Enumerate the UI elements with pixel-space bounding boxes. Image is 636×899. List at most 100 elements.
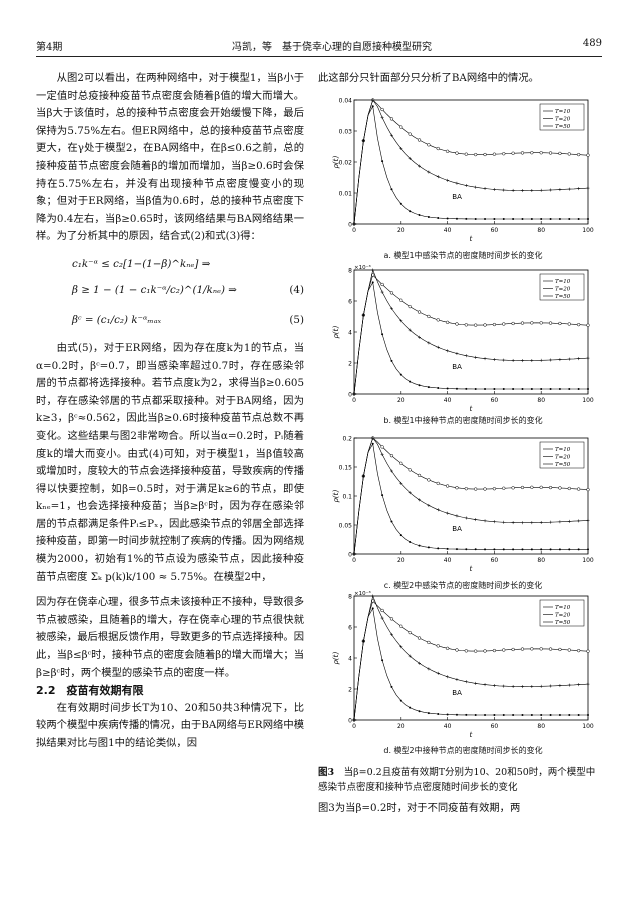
series-marker-3 xyxy=(512,714,515,717)
series-marker-3 xyxy=(558,388,561,391)
series-marker-2 xyxy=(427,341,431,345)
series-line-3 xyxy=(353,607,588,721)
x-tick-label: 80 xyxy=(537,723,545,730)
series-marker-2 xyxy=(389,306,393,310)
series-marker-3 xyxy=(381,160,384,163)
series-marker-1 xyxy=(417,636,422,640)
network-label: BA xyxy=(452,363,462,371)
series-marker-3 xyxy=(446,547,449,550)
series-marker-2 xyxy=(399,146,403,150)
legend-entry: T=20 xyxy=(555,613,571,619)
paragraph-2: 由式(5)，对于ER网络，因为存在度k为1的节点，当α=0.2时，βᶜ=0.7，… xyxy=(36,341,304,583)
x-tick-label: 40 xyxy=(444,397,452,404)
header-title: 冯凯，等 基于侥幸心理的自愿接种模型研究 xyxy=(232,42,432,53)
series-marker-2 xyxy=(427,503,431,507)
series-marker-3 xyxy=(455,713,458,716)
series-marker-3 xyxy=(549,218,552,221)
series-marker-3 xyxy=(549,714,552,717)
series-marker-1 xyxy=(445,320,450,324)
x-tick-label: 100 xyxy=(582,557,594,564)
series-marker-3 xyxy=(418,544,421,547)
figure-panel-1-plot: 0.04 0.03 0.02 0.01 00 20 40 60 80 100 t ρ(t) T=10 T=… xyxy=(332,98,594,243)
series-marker-1 xyxy=(408,132,412,136)
series-marker-2 xyxy=(418,335,422,339)
figure-3-caption: 图3 当β=0.2且疫苗有效期T分别为10、20和50时，两个模型中感染节点密度… xyxy=(318,765,604,795)
series-marker-2 xyxy=(427,170,431,174)
series-marker-3 xyxy=(353,393,355,395)
series-marker-1 xyxy=(548,321,553,325)
y-tick-label: 0 xyxy=(348,222,352,229)
series-marker-3 xyxy=(437,216,440,219)
series-marker-1 xyxy=(530,321,534,325)
x-tick-label: 60 xyxy=(491,227,499,234)
panel-caption-2: b. 模型1中接种节点的密度随时间步长的变化 xyxy=(383,416,543,425)
legend-box xyxy=(539,441,585,469)
series-marker-1 xyxy=(474,649,478,653)
series-marker-3 xyxy=(521,548,524,551)
series-marker-3 xyxy=(484,218,487,221)
series-marker-2 xyxy=(380,453,384,457)
running-header: 第4期 冯凯，等 基于侥幸心理的自愿接种模型研究 489 xyxy=(36,38,602,54)
legend-entry: T=10 xyxy=(555,447,571,453)
series-marker-3 xyxy=(362,640,365,643)
series-marker-3 xyxy=(474,713,477,716)
series-marker-3 xyxy=(493,218,496,221)
series-marker-1 xyxy=(389,454,394,458)
series-marker-2 xyxy=(577,519,581,523)
series-marker-3 xyxy=(427,386,430,389)
series-marker-3 xyxy=(427,215,430,218)
series-marker-3 xyxy=(362,475,365,478)
series-marker-3 xyxy=(549,388,552,391)
series-marker-1 xyxy=(586,323,590,327)
series-marker-2 xyxy=(399,645,403,649)
series-marker-1 xyxy=(445,484,450,488)
series-line-2 xyxy=(353,268,589,395)
series-marker-3 xyxy=(437,713,440,716)
series-marker-3 xyxy=(381,333,384,336)
series-marker-2 xyxy=(483,187,487,191)
series-marker-3 xyxy=(521,714,524,717)
series-marker-1 xyxy=(408,468,412,472)
series-marker-1 xyxy=(511,647,515,652)
y-tick-label: 0.02 xyxy=(339,160,353,167)
series-marker-3 xyxy=(587,388,589,391)
y-tick-label: 4 xyxy=(348,656,352,663)
x-tick-label: 0 xyxy=(352,557,356,564)
x-tick-label: 40 xyxy=(444,227,452,234)
series-marker-2 xyxy=(520,521,524,525)
series-marker-2 xyxy=(474,185,478,189)
series-marker-1 xyxy=(539,485,543,489)
right-intro: 此这部分只针面部分只分析了BA网络中的情况。 xyxy=(318,72,539,84)
series-marker-2 xyxy=(371,98,375,102)
x-tick-label: 20 xyxy=(397,557,405,564)
network-label: BA xyxy=(452,193,462,201)
series-marker-1 xyxy=(483,323,487,327)
series-line-2 xyxy=(353,99,589,225)
series-marker-2 xyxy=(464,680,468,684)
y-axis-label: ρ(t) xyxy=(332,490,340,504)
series-marker-2 xyxy=(511,358,515,362)
page-number: 489 xyxy=(582,38,602,49)
series-marker-3 xyxy=(484,388,487,391)
series-marker-1 xyxy=(483,649,487,653)
series-marker-2 xyxy=(567,187,571,191)
series-marker-2 xyxy=(371,436,375,440)
series-line-3 xyxy=(353,105,588,225)
series-marker-3 xyxy=(587,548,589,551)
series-marker-1 xyxy=(586,649,590,653)
series-marker-3 xyxy=(371,442,374,445)
series-marker-3 xyxy=(371,281,374,284)
series-marker-3 xyxy=(465,217,468,220)
series-marker-1 xyxy=(520,321,525,325)
series-marker-2 xyxy=(371,268,375,272)
series-marker-2 xyxy=(455,352,459,356)
series-marker-2 xyxy=(577,187,581,191)
series-marker-1 xyxy=(417,138,422,142)
series-marker-2 xyxy=(446,511,450,515)
network-label: BA xyxy=(452,525,462,533)
header-rule xyxy=(36,56,602,57)
series-marker-3 xyxy=(558,548,561,551)
series-marker-2 xyxy=(464,183,468,187)
series-marker-2 xyxy=(436,175,440,179)
series-marker-2 xyxy=(558,520,562,524)
